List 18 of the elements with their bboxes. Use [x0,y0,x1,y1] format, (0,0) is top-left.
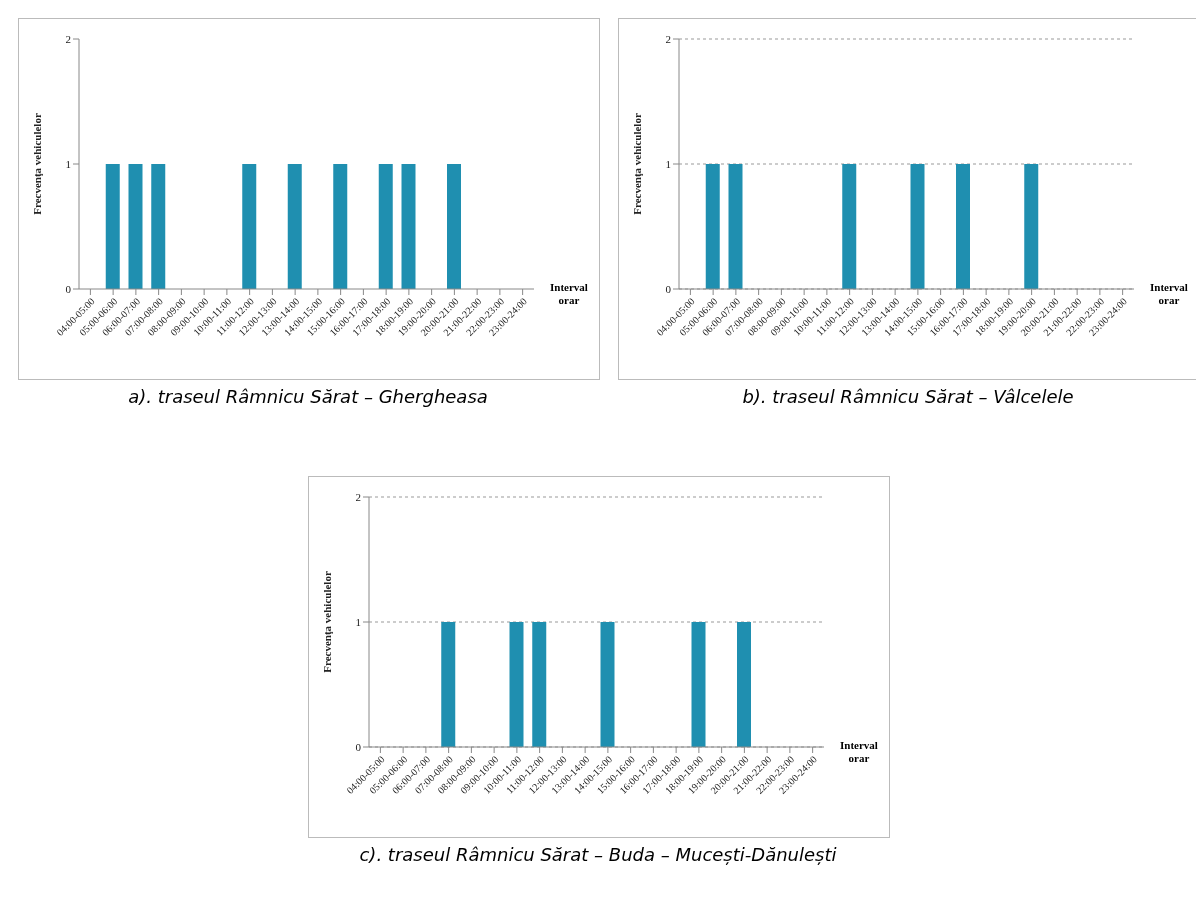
x-axis-title: Interval orar [1149,281,1189,307]
y-axis-title: Frecvenţa vehiculelor [320,571,333,673]
y-axis-title: Frecvenţa vehiculelor [630,113,643,215]
y-tick-label: 1 [665,157,671,170]
text: a). traseul Râmnicu Sărat – Ghergheasa [127,386,489,407]
y-tick-label: 2 [355,490,361,503]
y-axis-title: Frecvenţa vehiculelor [30,113,43,215]
y-tick-label: 0 [65,282,72,295]
y-tick-label: 2 [65,32,71,45]
y-tick-label: 2 [665,32,671,45]
y-tick-label: 0 [355,740,362,753]
y-tick-label: 1 [355,615,361,628]
text: c). traseul Râmnicu Sărat – Buda – Mucești-Dănulești [358,844,838,865]
x-axis-title: Interval orar [549,281,589,307]
y-tick-label: 1 [65,157,71,170]
text: b). traseul Râmnicu Sărat – Vâlcelele [741,386,1075,407]
x-axis-title: Interval orar [839,739,879,765]
y-tick-label: 0 [665,282,672,295]
